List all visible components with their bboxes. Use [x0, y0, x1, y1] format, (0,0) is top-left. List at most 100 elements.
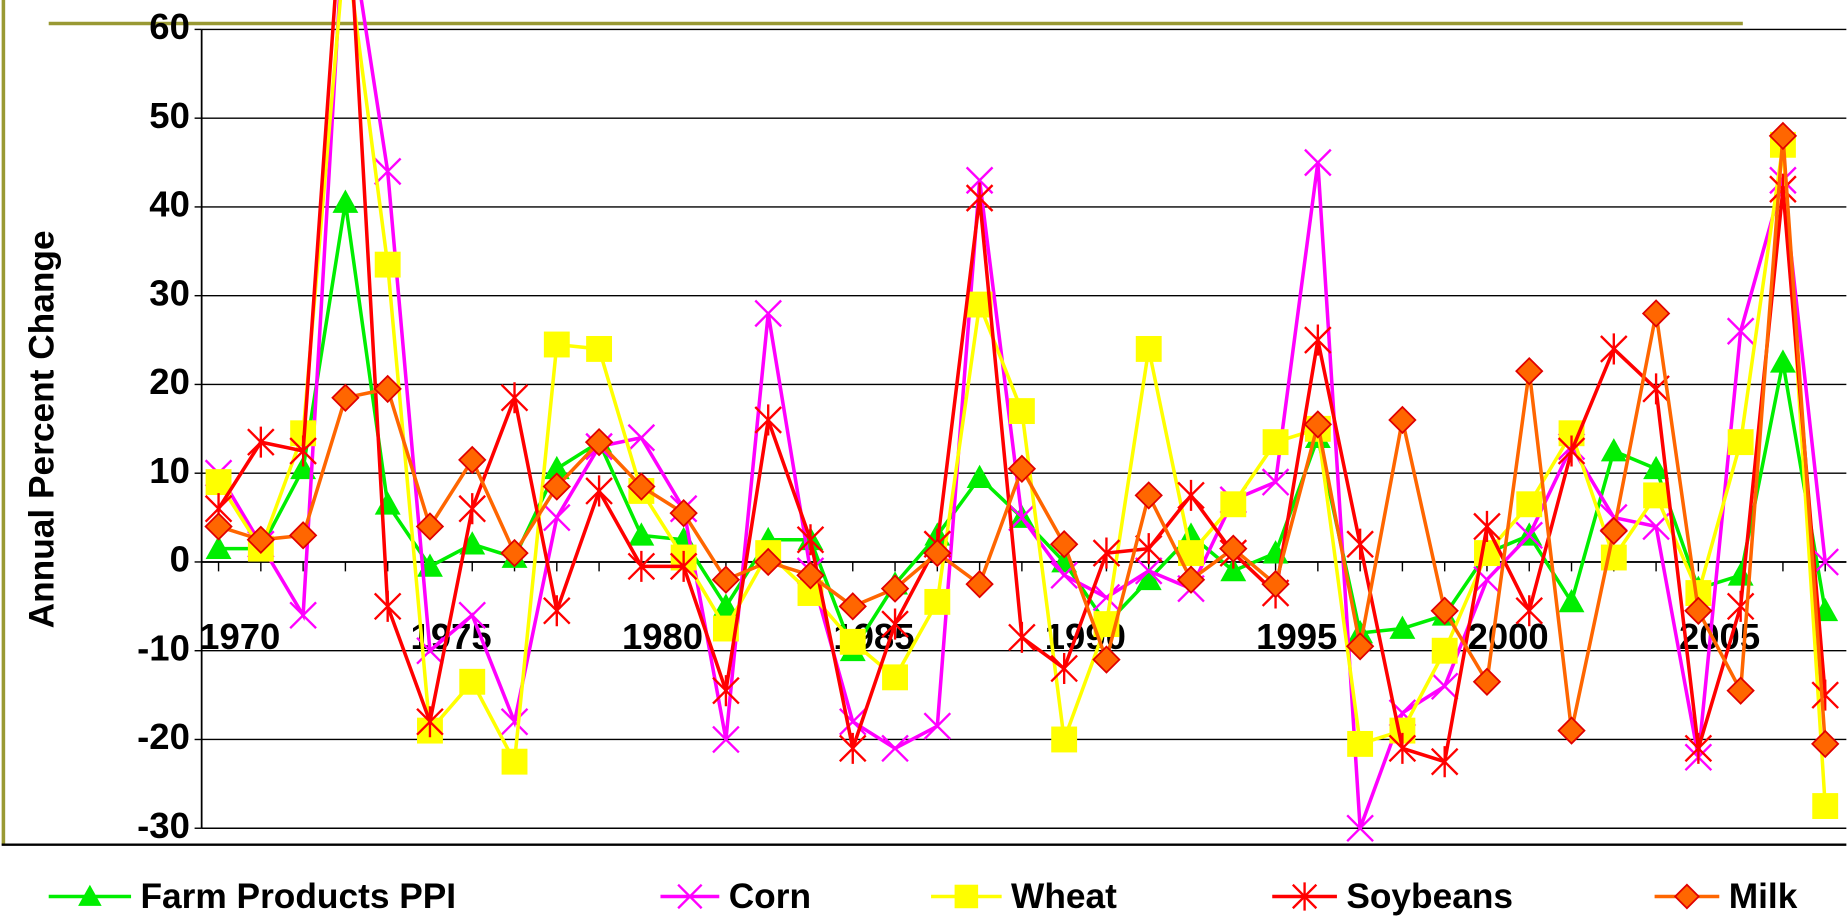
marker-shape — [1303, 410, 1333, 439]
marker-shape — [839, 628, 866, 655]
marker — [1291, 882, 1318, 911]
marker-shape — [1304, 148, 1332, 177]
marker — [1430, 672, 1459, 700]
marker-shape — [1673, 883, 1700, 910]
marker-shape — [712, 593, 739, 617]
marker-shape — [1726, 317, 1755, 345]
marker — [1261, 569, 1290, 599]
marker — [289, 601, 317, 629]
marker-shape — [1558, 588, 1585, 613]
marker-shape — [677, 883, 703, 910]
marker — [1811, 548, 1839, 576]
marker-shape — [458, 601, 487, 629]
marker-shape — [954, 884, 979, 909]
marker — [881, 608, 909, 640]
marker — [839, 628, 866, 655]
marker — [1769, 173, 1797, 205]
legend-label: Milk — [1729, 877, 1798, 916]
marker-shape — [1727, 429, 1754, 456]
marker — [373, 374, 402, 404]
marker-shape — [1262, 429, 1289, 456]
marker — [1515, 356, 1544, 386]
marker-shape — [627, 472, 656, 501]
marker — [1135, 336, 1162, 362]
marker-shape — [1051, 726, 1078, 753]
marker — [1430, 746, 1459, 778]
marker — [543, 595, 571, 627]
marker-shape — [246, 525, 276, 554]
marker — [331, 383, 360, 412]
marker-shape — [1347, 620, 1374, 644]
marker — [543, 331, 570, 358]
marker — [1007, 454, 1037, 483]
marker — [627, 423, 656, 452]
marker-shape — [1557, 435, 1586, 467]
marker-shape — [374, 491, 401, 515]
marker-shape — [543, 503, 571, 532]
marker-shape — [1599, 516, 1629, 546]
marker — [754, 299, 782, 328]
marker — [458, 601, 487, 629]
marker-shape — [373, 590, 402, 622]
marker-shape — [1220, 557, 1247, 582]
marker-shape — [1684, 732, 1713, 764]
marker — [332, 189, 359, 213]
marker — [669, 498, 698, 528]
marker — [1092, 583, 1121, 612]
marker — [1768, 121, 1798, 151]
marker-shape — [1388, 405, 1417, 435]
marker-shape — [459, 668, 486, 695]
marker — [1008, 621, 1036, 653]
marker-shape — [1684, 596, 1713, 625]
marker — [880, 574, 910, 603]
marker — [1515, 595, 1544, 627]
marker — [1557, 435, 1586, 467]
marker-shape — [1219, 534, 1248, 563]
marker-shape — [1472, 667, 1502, 696]
marker-shape — [754, 299, 782, 328]
y-tick-label: -10 — [137, 627, 190, 668]
marker-shape — [1008, 503, 1036, 532]
marker-shape — [1134, 481, 1163, 510]
marker — [288, 521, 318, 550]
marker-shape — [754, 547, 783, 577]
marker-shape — [1811, 729, 1840, 759]
marker-shape — [1811, 548, 1839, 576]
marker — [1600, 438, 1627, 462]
marker-shape — [882, 664, 908, 691]
marker — [838, 592, 867, 621]
marker-shape — [1135, 336, 1162, 362]
marker — [881, 734, 909, 763]
marker — [838, 732, 867, 764]
marker — [1515, 521, 1544, 550]
marker — [1219, 534, 1248, 563]
marker-shape — [923, 538, 952, 568]
marker-shape — [1388, 732, 1417, 764]
marker — [1726, 676, 1755, 705]
marker — [1346, 528, 1374, 560]
marker-shape — [584, 427, 614, 457]
marker — [1641, 299, 1671, 328]
marker — [628, 522, 655, 546]
marker-shape — [1769, 173, 1797, 205]
marker-shape — [374, 251, 401, 278]
marker — [1008, 503, 1036, 532]
marker — [1346, 814, 1374, 843]
marker-shape — [332, 189, 359, 213]
legend-label: Farm Products PPI — [140, 877, 456, 916]
marker-shape — [1007, 454, 1037, 483]
marker-shape — [1261, 569, 1290, 599]
marker — [1092, 645, 1121, 674]
marker-shape — [1726, 676, 1755, 705]
marker-shape — [373, 374, 402, 404]
x-tick-label: 1970 — [199, 616, 280, 657]
marker-shape — [543, 595, 571, 627]
marker-shape — [1092, 645, 1121, 674]
marker-shape — [628, 522, 655, 546]
marker — [373, 157, 402, 186]
marker-shape — [712, 725, 740, 754]
y-tick-label: 10 — [149, 450, 190, 491]
marker — [965, 569, 994, 599]
marker — [1050, 652, 1078, 684]
marker — [1345, 632, 1375, 661]
